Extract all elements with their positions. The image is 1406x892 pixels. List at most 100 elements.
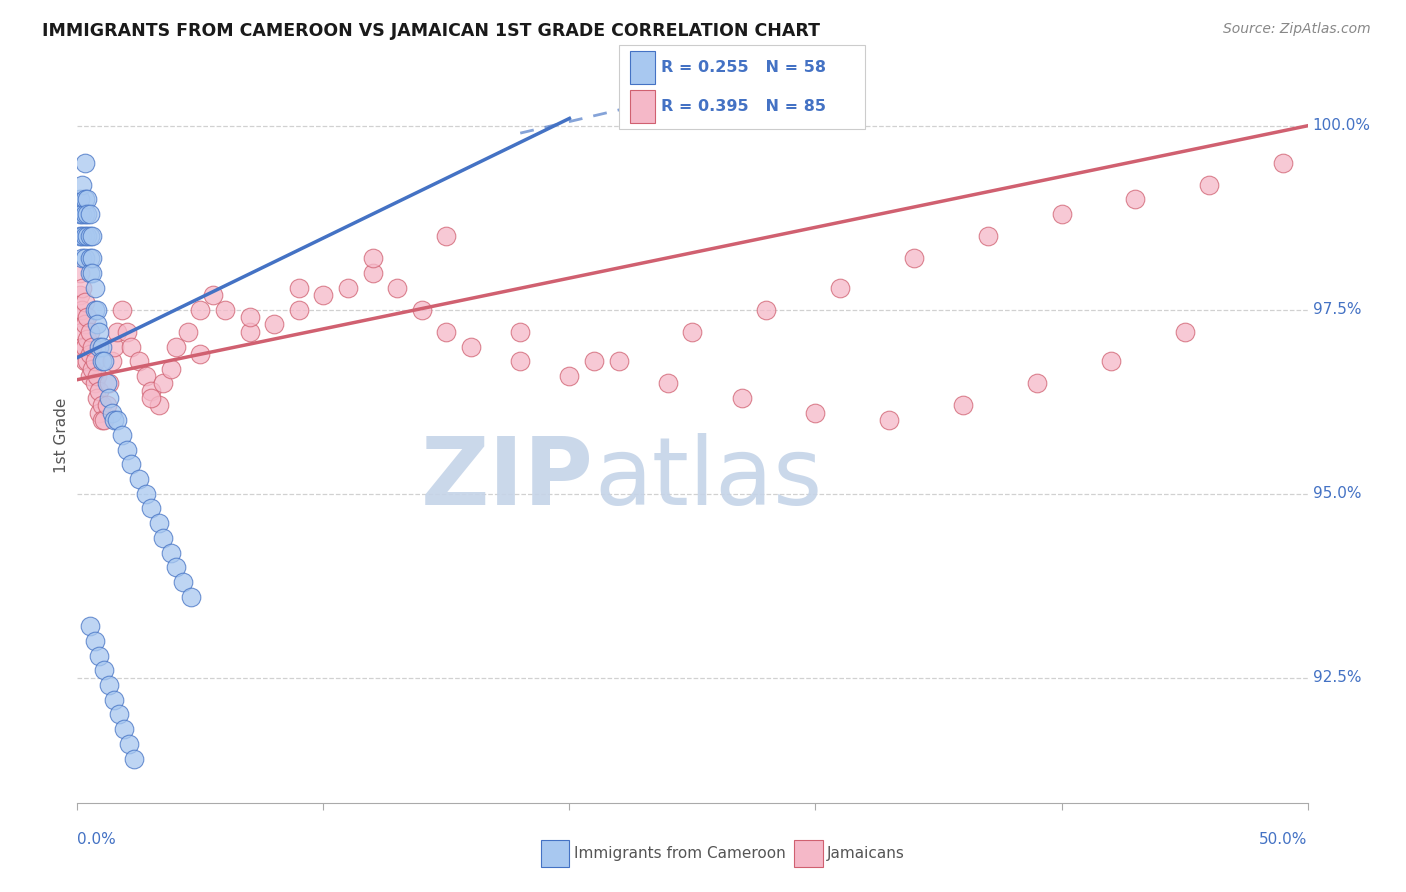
Point	[70, 252, 93, 266]
Text: Jamaicans: Jamaicans	[827, 847, 904, 861]
Point	[201, 288, 224, 302]
Point	[70, 229, 93, 244]
Point	[118, 737, 141, 751]
Point	[177, 325, 200, 339]
Point	[1174, 325, 1197, 339]
Point	[1125, 193, 1147, 207]
Point	[73, 340, 96, 354]
Point	[188, 347, 212, 361]
Point	[879, 413, 901, 427]
Point	[952, 398, 974, 412]
Point	[69, 229, 91, 244]
Point	[70, 340, 93, 354]
Point	[108, 707, 131, 722]
Text: R = 0.255   N = 58: R = 0.255 N = 58	[661, 60, 825, 75]
Point	[82, 340, 104, 354]
Point	[73, 207, 96, 221]
Point	[83, 633, 105, 648]
Text: IMMIGRANTS FROM CAMEROON VS JAMAICAN 1ST GRADE CORRELATION CHART: IMMIGRANTS FROM CAMEROON VS JAMAICAN 1ST…	[42, 22, 820, 40]
Point	[288, 281, 311, 295]
Point	[160, 546, 183, 560]
Point	[152, 531, 174, 545]
Point	[89, 325, 111, 339]
Point	[103, 340, 125, 354]
Point	[1198, 178, 1220, 192]
Point	[112, 723, 135, 737]
Point	[180, 590, 202, 604]
Point	[977, 229, 1000, 244]
Point	[583, 354, 606, 368]
Point	[98, 678, 121, 692]
Point	[83, 281, 105, 295]
Point	[1272, 155, 1295, 169]
Point	[73, 318, 96, 332]
Point	[70, 302, 93, 317]
Point	[79, 347, 101, 361]
Point	[73, 354, 96, 368]
Point	[89, 340, 111, 354]
Point	[69, 266, 91, 280]
Point	[148, 398, 170, 412]
Point	[98, 376, 121, 391]
Point	[172, 575, 194, 590]
Point	[128, 472, 150, 486]
Point	[83, 376, 105, 391]
Point	[103, 413, 125, 427]
Text: 92.5%: 92.5%	[1313, 670, 1361, 685]
Point	[135, 369, 157, 384]
Point	[115, 442, 138, 457]
Point	[115, 325, 138, 339]
Point	[83, 354, 105, 368]
Point	[70, 281, 93, 295]
Point	[1050, 207, 1073, 221]
Text: 97.5%: 97.5%	[1313, 302, 1361, 318]
Point	[188, 302, 212, 317]
Point	[1026, 376, 1049, 391]
Text: Immigrants from Cameroon: Immigrants from Cameroon	[574, 847, 786, 861]
Point	[79, 229, 101, 244]
Point	[903, 252, 925, 266]
Point	[93, 413, 115, 427]
Point	[86, 369, 108, 384]
Point	[76, 310, 98, 324]
Point	[436, 229, 458, 244]
Text: 95.0%: 95.0%	[1313, 486, 1361, 501]
Point	[90, 398, 114, 412]
Point	[73, 295, 96, 310]
Point	[755, 302, 778, 317]
Point	[86, 391, 108, 405]
Point	[70, 207, 93, 221]
Point	[105, 325, 128, 339]
Point	[361, 266, 384, 280]
Point	[361, 252, 384, 266]
Point	[122, 751, 145, 765]
Point	[288, 302, 311, 317]
Text: 50.0%: 50.0%	[1260, 832, 1308, 847]
Point	[93, 354, 115, 368]
Point	[460, 340, 482, 354]
Point	[121, 458, 143, 472]
Point	[79, 325, 101, 339]
Point	[731, 391, 754, 405]
Point	[682, 325, 704, 339]
Point	[73, 193, 96, 207]
Point	[96, 376, 118, 391]
Point	[148, 516, 170, 531]
Point	[89, 406, 111, 420]
Point	[76, 207, 98, 221]
Point	[89, 384, 111, 398]
Point	[76, 332, 98, 346]
Point	[312, 288, 335, 302]
Point	[509, 325, 531, 339]
Point	[160, 361, 183, 376]
Point	[337, 281, 360, 295]
Point	[436, 325, 458, 339]
Point	[90, 413, 114, 427]
Point	[82, 229, 104, 244]
Point	[657, 376, 679, 391]
Point	[141, 501, 163, 516]
Point	[79, 266, 101, 280]
Point	[239, 310, 262, 324]
Point	[607, 354, 630, 368]
Point	[111, 302, 132, 317]
